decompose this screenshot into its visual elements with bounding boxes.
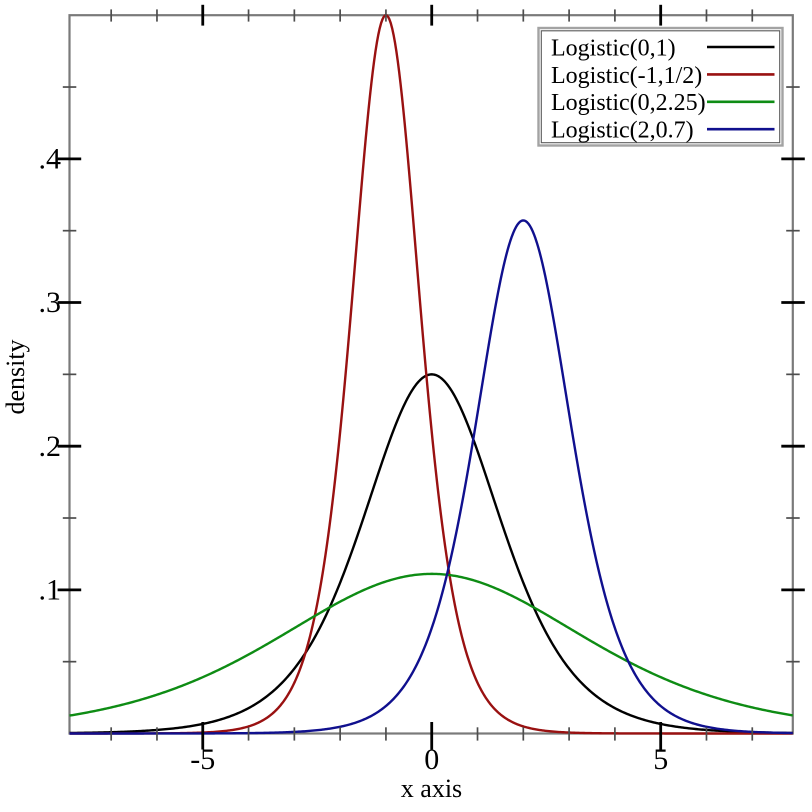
legend-labels: Logistic(0,1) Logistic(-1,1/2) Logistic(… — [551, 35, 706, 143]
x-tick-label: 0 — [424, 743, 439, 776]
curve-logistic-0-2-25- — [69, 572, 793, 717]
y-tick-label: .1 — [39, 574, 62, 607]
y-tick-label: .3 — [39, 286, 62, 319]
legend-label: Logistic(0,2.25) — [551, 90, 706, 116]
legend-label: Logistic(2,0.7) — [551, 118, 694, 144]
curve-logistic-0-1- — [69, 373, 793, 735]
legend-label: Logistic(0,1) — [551, 35, 676, 61]
y-tick-label: .2 — [39, 430, 62, 463]
legend-box-inner — [540, 30, 781, 144]
x-axis-title: x axis — [401, 774, 462, 803]
x-tick-label: 5 — [653, 743, 668, 776]
legend-label: Logistic(-1,1/2) — [551, 63, 702, 89]
y-tick-label: .4 — [39, 143, 62, 176]
y-axis-title: density — [1, 339, 30, 414]
x-tick-label: -5 — [190, 743, 215, 776]
chart-render-layer — [57, 4, 805, 750]
curve-logistic-2-0-7- — [69, 219, 793, 735]
